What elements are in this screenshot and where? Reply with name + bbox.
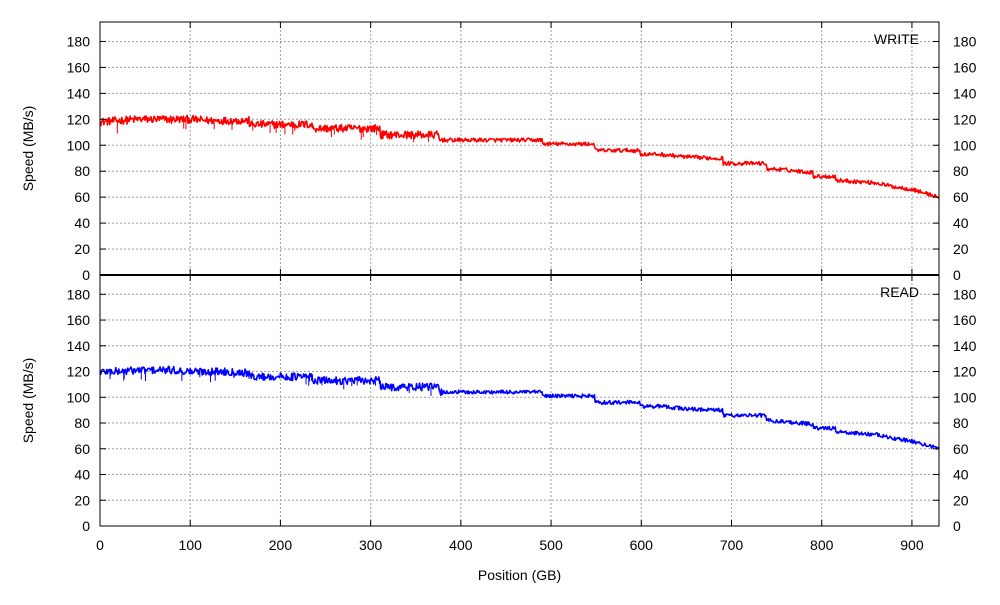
y-tick-label-right: 180 xyxy=(953,286,977,302)
y-tick-label: 160 xyxy=(67,312,91,328)
y-tick-label: 160 xyxy=(67,59,91,75)
y-tick-label-right: 100 xyxy=(953,389,977,405)
x-tick-label: 200 xyxy=(269,537,293,553)
panel-label: READ xyxy=(880,284,919,300)
y-tick-label-right: 60 xyxy=(953,441,969,457)
y-tick-label: 120 xyxy=(67,111,91,127)
x-tick-label: 500 xyxy=(539,537,563,553)
x-tick-label: 800 xyxy=(810,537,834,553)
x-tick-label: 100 xyxy=(179,537,203,553)
plot-frame xyxy=(99,21,940,276)
y-tick-label: 40 xyxy=(74,215,90,231)
x-tick-label: 0 xyxy=(96,537,104,553)
y-tick-label: 140 xyxy=(67,338,91,354)
y-tick-label-right: 120 xyxy=(953,111,977,127)
series-line-write xyxy=(100,114,940,199)
y-tick-label-right: 120 xyxy=(953,364,977,380)
y-tick-label: 180 xyxy=(67,33,91,49)
x-tick-label: 600 xyxy=(630,537,654,553)
y-tick-label-right: 100 xyxy=(953,137,977,153)
y-tick-label-right: 160 xyxy=(953,312,977,328)
x-axis-label: Position (GB) xyxy=(478,567,561,583)
y-tick-label-right: 140 xyxy=(953,338,977,354)
y-axis-label: Speed (MB/s) xyxy=(20,358,36,444)
x-tick-label: 900 xyxy=(900,537,924,553)
y-tick-label: 80 xyxy=(74,415,90,431)
y-tick-label-right: 0 xyxy=(953,267,961,283)
y-tick-label: 40 xyxy=(74,467,90,483)
y-tick-label-right: 20 xyxy=(953,492,969,508)
y-tick-label-right: 180 xyxy=(953,33,977,49)
y-tick-label-right: 60 xyxy=(953,189,969,205)
y-tick-label: 100 xyxy=(67,137,91,153)
y-tick-label: 0 xyxy=(82,518,90,534)
y-axis-label: Speed (MB/s) xyxy=(20,106,36,192)
panel-write: 0 0 20 20 40 40 60 60 80 80 100 100 120 120 140 140 160 1… xyxy=(20,21,977,283)
y-tick-label-right: 160 xyxy=(953,59,977,75)
y-tick-label: 100 xyxy=(67,389,91,405)
x-tick-label: 400 xyxy=(449,537,473,553)
y-tick-label-right: 140 xyxy=(953,85,977,101)
y-tick-label: 20 xyxy=(74,241,90,257)
y-tick-label-right: 80 xyxy=(953,415,969,431)
x-tick-label: 300 xyxy=(359,537,383,553)
y-tick-label-right: 80 xyxy=(953,163,969,179)
y-tick-label: 140 xyxy=(67,85,91,101)
y-tick-label: 20 xyxy=(74,492,90,508)
y-tick-label: 80 xyxy=(74,163,90,179)
y-tick-label-right: 40 xyxy=(953,467,969,483)
y-tick-label-right: 0 xyxy=(953,518,961,534)
y-tick-label: 120 xyxy=(67,364,91,380)
panel-label: WRITE xyxy=(874,31,919,47)
y-tick-label: 180 xyxy=(67,286,91,302)
plot-frame xyxy=(99,274,940,527)
x-tick-label: 700 xyxy=(720,537,744,553)
y-tick-label: 60 xyxy=(74,189,90,205)
y-tick-label-right: 20 xyxy=(953,241,969,257)
y-tick-label: 0 xyxy=(82,267,90,283)
y-tick-label-right: 40 xyxy=(953,215,969,231)
y-tick-label: 60 xyxy=(74,441,90,457)
series-line-read xyxy=(99,365,940,450)
